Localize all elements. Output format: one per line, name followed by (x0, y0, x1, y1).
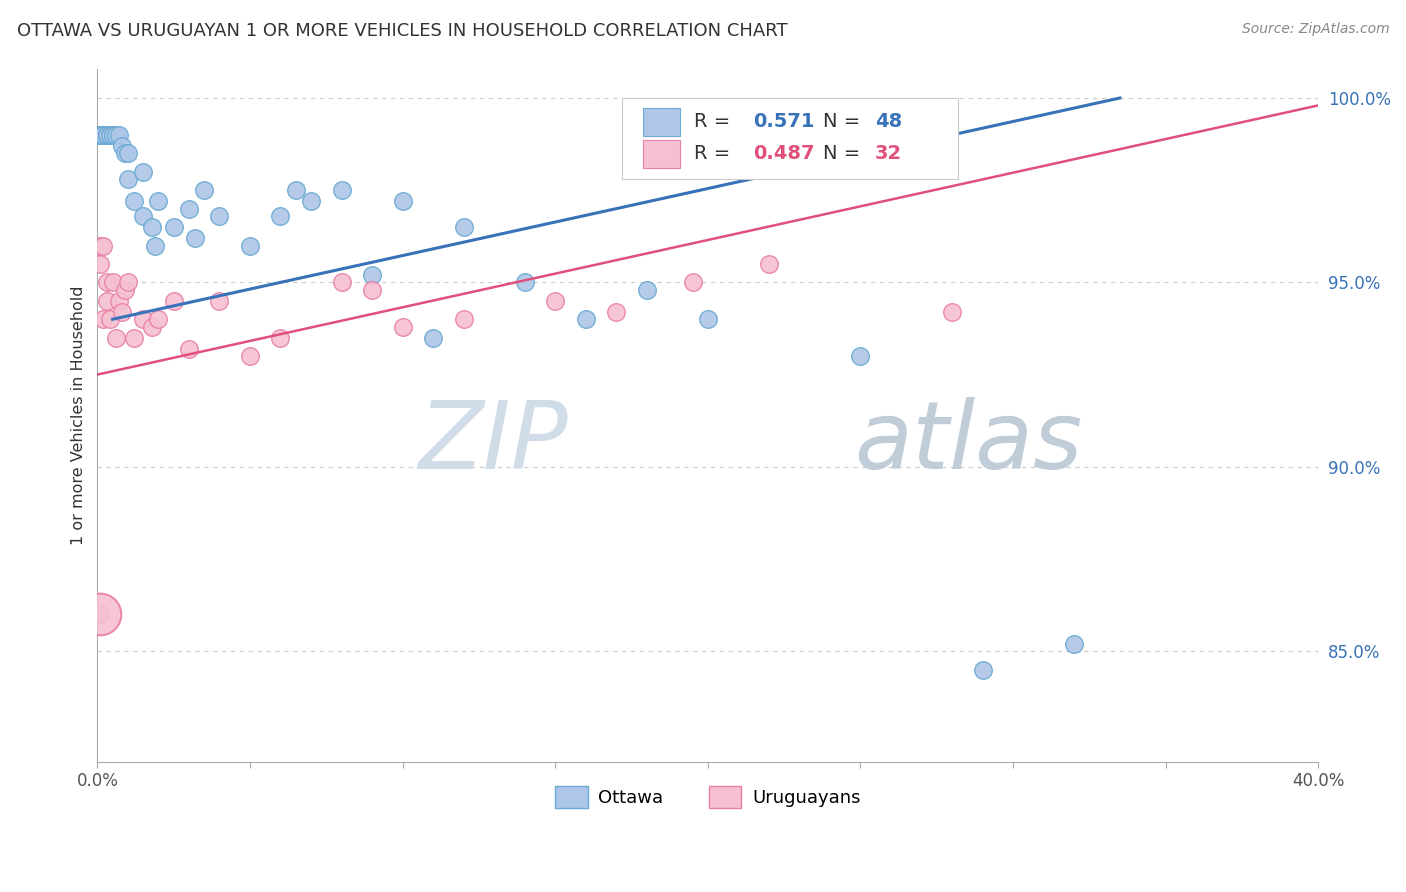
Point (636, 283, 658, 297)
Point (96, 128, 118, 142)
Point (972, 663, 994, 677)
Point (163, 293, 186, 308)
Point (453, 312, 475, 326)
Point (117, 146, 139, 161)
Point (391, 319, 413, 334)
Text: N =: N = (823, 112, 866, 131)
Text: Source: ZipAtlas.com: Source: ZipAtlas.com (1241, 22, 1389, 37)
Bar (643, 108, 679, 136)
Point (93, 128, 115, 142)
Point (239, 238, 262, 252)
Point (132, 312, 155, 326)
FancyBboxPatch shape (623, 97, 957, 179)
Point (89, 607, 111, 622)
Point (93, 128, 115, 142)
Point (122, 331, 145, 345)
Point (114, 283, 136, 297)
Point (111, 305, 134, 319)
Point (98, 312, 121, 326)
Point (177, 202, 200, 216)
Text: ZIP: ZIP (418, 397, 568, 489)
Point (330, 276, 353, 290)
Point (696, 312, 718, 326)
Point (122, 194, 145, 209)
Point (98, 128, 121, 142)
Point (148, 312, 170, 326)
Point (682, 276, 704, 290)
Point (101, 128, 124, 142)
Text: R =: R = (695, 112, 744, 131)
Point (544, 293, 567, 308)
Point (89, 128, 111, 142)
Text: R =: R = (695, 145, 744, 163)
Point (96, 128, 118, 142)
Point (269, 209, 291, 223)
Point (104, 331, 127, 345)
Point (96, 293, 118, 308)
Point (98, 128, 121, 142)
Point (269, 331, 291, 345)
Text: OTTAWA VS URUGUAYAN 1 OR MORE VEHICLES IN HOUSEHOLD CORRELATION CHART: OTTAWA VS URUGUAYAN 1 OR MORE VEHICLES I… (17, 22, 787, 40)
Point (89, 128, 111, 142)
Point (101, 276, 124, 290)
Point (575, 312, 598, 326)
Point (422, 331, 444, 345)
Point (513, 276, 536, 290)
Point (93, 238, 115, 252)
Point (89, 607, 111, 622)
Point (239, 349, 262, 363)
Point (284, 183, 307, 197)
Point (117, 276, 139, 290)
Point (98, 128, 121, 142)
Point (605, 305, 627, 319)
Legend: Ottawa, Uruguayans: Ottawa, Uruguayans (548, 779, 868, 815)
Point (141, 220, 163, 235)
Text: 0.487: 0.487 (754, 145, 814, 163)
Point (101, 128, 124, 142)
Point (143, 238, 166, 252)
Point (361, 283, 384, 297)
Point (941, 305, 963, 319)
Point (1063, 637, 1085, 651)
Point (849, 349, 872, 363)
Text: 32: 32 (875, 145, 903, 163)
Point (104, 128, 127, 142)
Point (96, 128, 118, 142)
Point (208, 293, 231, 308)
Point (89, 257, 111, 271)
Point (96, 128, 118, 142)
Text: 48: 48 (875, 112, 903, 131)
Point (361, 268, 384, 282)
Point (114, 146, 136, 161)
Point (89, 128, 111, 142)
Point (93, 312, 115, 326)
Point (132, 209, 155, 223)
Point (89, 238, 111, 252)
Point (208, 209, 231, 223)
Point (96, 276, 118, 290)
Point (453, 220, 475, 235)
Point (141, 319, 163, 334)
Text: N =: N = (823, 145, 866, 163)
Bar (643, 140, 679, 168)
Point (117, 172, 139, 186)
Point (184, 231, 207, 245)
Point (330, 183, 353, 197)
Point (107, 293, 129, 308)
Point (132, 165, 155, 179)
Point (93, 128, 115, 142)
Point (758, 257, 780, 271)
Point (111, 139, 134, 153)
Point (177, 342, 200, 356)
Point (148, 194, 170, 209)
Point (163, 220, 186, 235)
Y-axis label: 1 or more Vehicles in Household: 1 or more Vehicles in Household (72, 285, 86, 545)
Text: atlas: atlas (855, 397, 1083, 489)
Text: 0.571: 0.571 (754, 112, 814, 131)
Point (391, 194, 413, 209)
Point (299, 194, 322, 209)
Point (193, 183, 215, 197)
Point (107, 128, 129, 142)
